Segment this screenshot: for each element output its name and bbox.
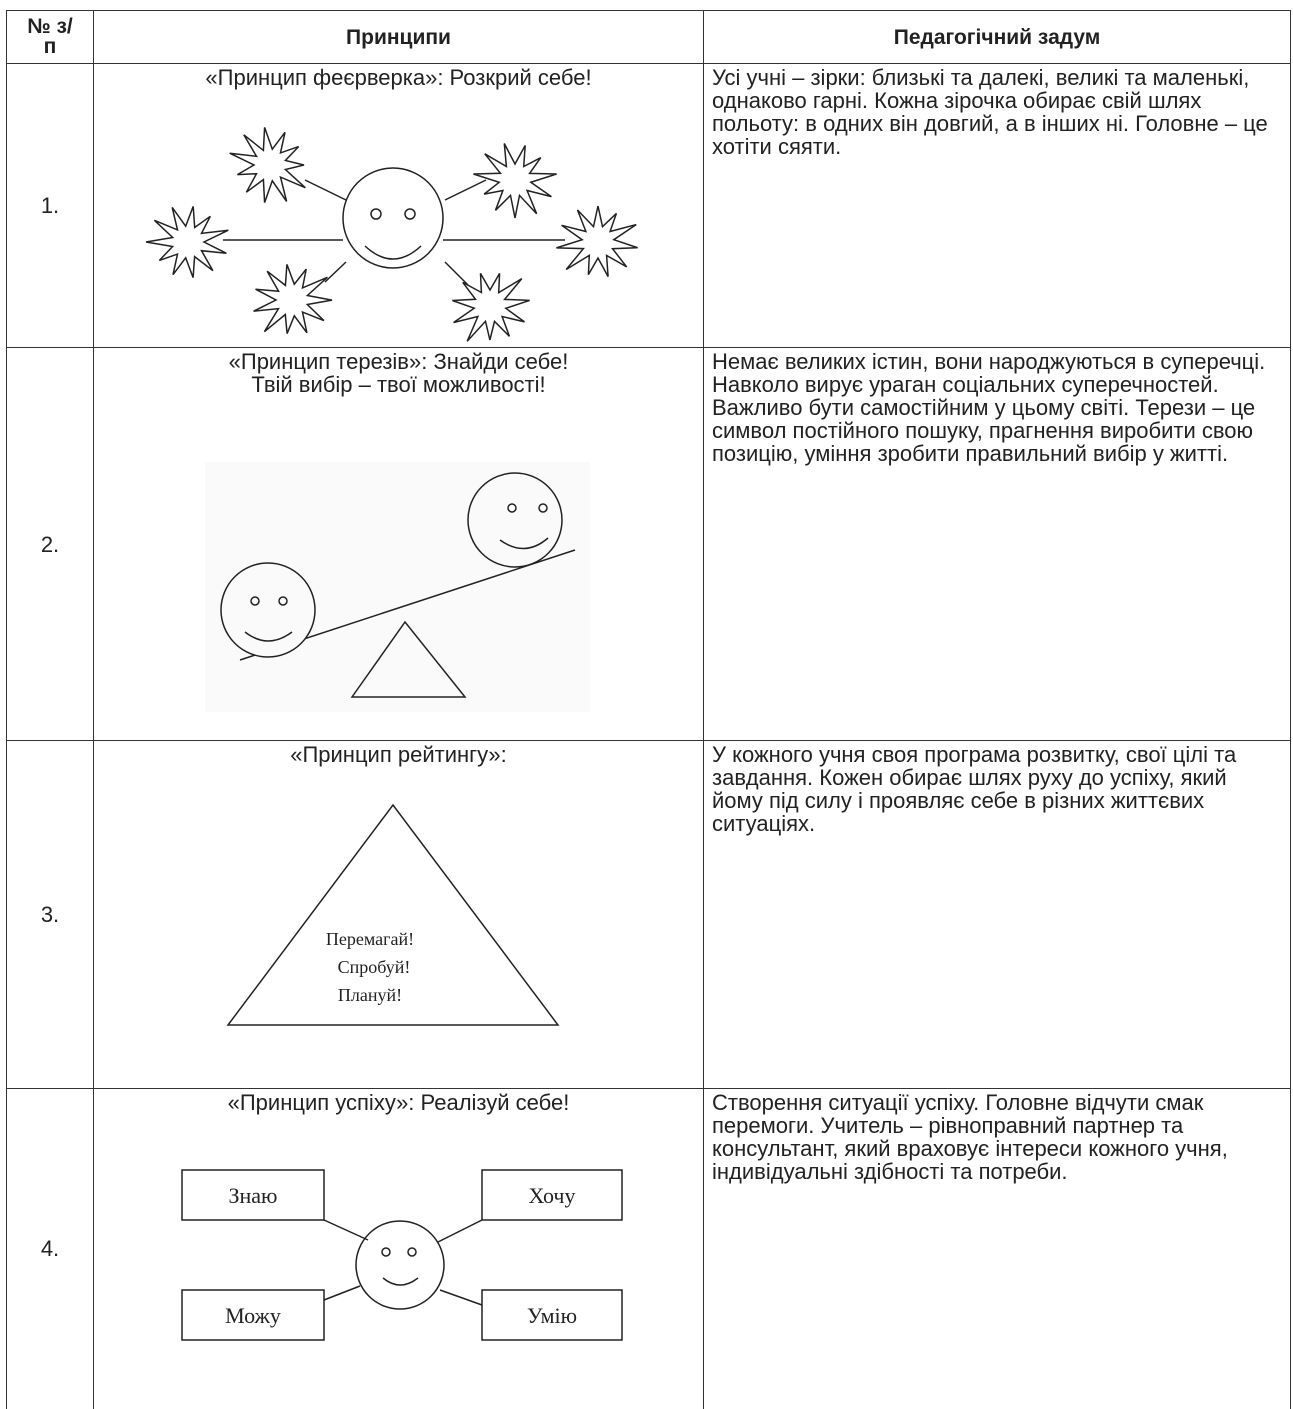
principle-cell: «Принцип терезів»: Знайди себе! Твій вибі… (93, 347, 704, 741)
idea-text: У кожного учня своя програма розвитку, с… (703, 740, 1291, 1089)
idea-text: Створення ситуації успіху. Головне відчу… (703, 1088, 1291, 1409)
table-row: 3. «Принцип рейтингу»: У кожного учня своя… (6, 740, 1291, 1089)
row-number: 4. (6, 1088, 94, 1409)
principle-text: «Принцип терезів»: Знайди себе! (228, 349, 569, 374)
principles-table: № з/п Принципи Педагогічний задум 1. «При… (6, 10, 1291, 1409)
principle-cell: «Принцип феєрверка»: Розкрий себе! (93, 63, 704, 348)
table-row: 4. «Принцип успіху»: Реалізуй себе! Створе… (6, 1088, 1291, 1409)
principle-text: Твій вибір – твої можливості! (251, 372, 546, 397)
principle-cell: «Принцип рейтингу»: (93, 740, 704, 1089)
header-cell: Принципи (93, 10, 704, 64)
row-number: 3. (6, 740, 94, 1089)
row-number: 1. (6, 63, 94, 348)
principle-text: «Принцип феєрверка»: Розкрий себе! (205, 65, 592, 90)
table-row: 1. «Принцип феєрверка»: Розкрий себе! Усі … (6, 63, 1291, 348)
row-number: 2. (6, 347, 94, 741)
table-row: 2. «Принцип терезів»: Знайди себе! Твій ви… (6, 347, 1291, 741)
idea-text: Немає великих істин, вони народжуються в… (703, 347, 1291, 741)
principle-cell: «Принцип успіху»: Реалізуй себе! (93, 1088, 704, 1409)
principle-text: «Принцип рейтингу»: (290, 742, 507, 767)
header-row: № з/п Принципи Педагогічний задум (6, 10, 1291, 64)
header-cell: Педагогічний задум (703, 10, 1291, 64)
header-cell: № з/п (6, 10, 94, 64)
principle-text: «Принцип успіху»: Реалізуй себе! (227, 1090, 570, 1115)
idea-text: Усі учні – зірки: близькі та далекі, вел… (703, 63, 1291, 348)
